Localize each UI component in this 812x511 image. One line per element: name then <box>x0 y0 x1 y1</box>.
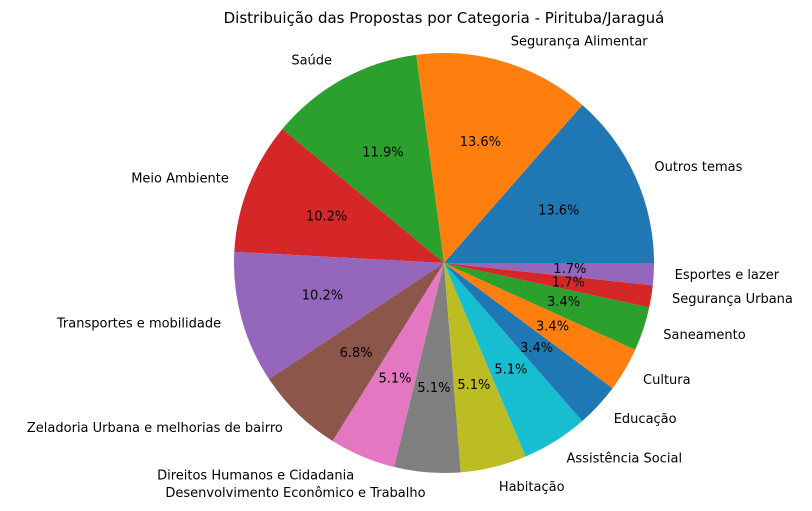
pie-slice-zeladoria-urbana-e-melhorias-de-bairro <box>269 263 444 442</box>
percent-label-educacao: 3.4% <box>520 341 553 356</box>
category-label-saneamento: Saneamento <box>663 328 745 343</box>
category-labels: Outros temas Segurança Alimentar Saúde Meio… <box>27 34 793 500</box>
category-label-assistencia-social: Assistência Social <box>567 451 683 466</box>
pie-slice-educacao <box>444 263 613 422</box>
percent-label-habitacao: 5.1% <box>457 378 490 393</box>
pie-slice-assistencia-social <box>444 263 583 457</box>
percent-label-meio-ambiente: 10.2% <box>306 210 347 225</box>
percent-labels: 13.6% 13.6% 11.9% 10.2% 10.2% 6.8% 5.1% 5.1% 5.1… <box>302 135 587 396</box>
pie-slice-habitacao <box>444 263 526 473</box>
category-label-transportes-e-mobilidade: Transportes e mobilidade <box>56 316 221 331</box>
percent-label-transportes-e-mobilidade: 10.2% <box>302 289 343 304</box>
category-label-seguranca-urbana: Segurança Urbana <box>672 292 793 307</box>
category-label-esportes-e-lazer: Esportes e lazer <box>675 268 780 283</box>
pie-slice-seguranca-urbana <box>444 263 653 308</box>
pie-slice-saneamento <box>444 263 650 350</box>
category-label-meio-ambiente: Meio Ambiente <box>131 171 229 186</box>
pie-slice-desenvolvimento-economico-e-trabalho <box>394 263 461 473</box>
percent-label-outros-temas: 13.6% <box>538 203 579 218</box>
percent-label-direitos-humanos-e-cidadania: 5.1% <box>378 372 411 387</box>
percent-label-seguranca-alimentar: 13.6% <box>460 135 501 150</box>
category-label-saude: Saúde <box>291 53 332 68</box>
pie-slices <box>234 53 654 473</box>
percent-label-saude: 11.9% <box>362 145 403 160</box>
percent-label-desenvolvimento-economico-e-trabalho: 5.1% <box>417 381 450 396</box>
percent-label-assistencia-social: 5.1% <box>494 362 527 377</box>
category-label-zeladoria-urbana-e-melhorias-de-bairro: Zeladoria Urbana e melhorias de bairro <box>27 421 283 436</box>
category-label-direitos-humanos-e-cidadania: Direitos Humanos e Cidadania <box>157 468 354 483</box>
category-label-educacao: Educação <box>614 412 677 427</box>
pie-slice-direitos-humanos-e-cidadania <box>332 263 444 467</box>
category-label-outros-temas: Outros temas <box>654 160 742 175</box>
percent-label-zeladoria-urbana-e-melhorias-de-bairro: 6.8% <box>340 346 373 361</box>
pie-slice-saude <box>282 54 444 263</box>
percent-label-cultura: 3.4% <box>536 319 569 334</box>
category-label-seguranca-alimentar: Segurança Alimentar <box>511 34 649 49</box>
category-label-habitacao: Habitação <box>499 480 565 495</box>
category-label-desenvolvimento-economico-e-trabalho: Desenvolvimento Econômico e Trabalho <box>165 486 425 501</box>
pie-slice-transportes-e-mobilidade <box>234 251 444 380</box>
percent-label-esportes-e-lazer: 1.7% <box>553 262 586 277</box>
pie-slice-esportes-e-lazer <box>444 263 654 286</box>
pie-slice-meio-ambiente <box>234 128 444 263</box>
category-label-cultura: Cultura <box>643 373 691 388</box>
pie-slice-seguranca-alimentar <box>416 53 583 264</box>
pie-slice-outros-temas <box>444 104 654 264</box>
percent-label-saneamento: 3.4% <box>547 295 580 310</box>
pie-slice-cultura <box>444 263 636 389</box>
chart-title: Distribuição das Propostas por Categoria… <box>224 9 665 27</box>
percent-label-seguranca-urbana: 1.7% <box>552 276 585 291</box>
